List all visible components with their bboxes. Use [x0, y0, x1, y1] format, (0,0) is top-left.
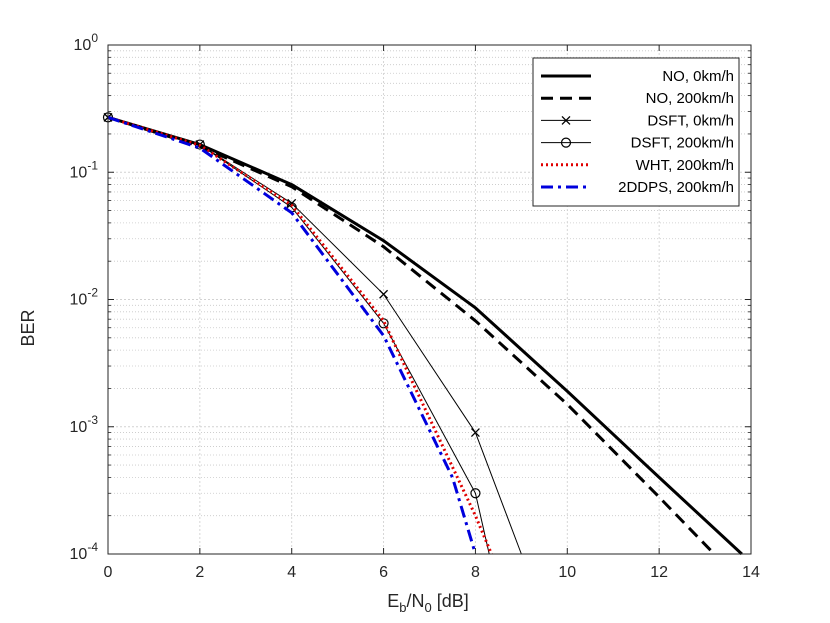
- tick-marks: [107, 44, 752, 555]
- series-line: [107, 115, 493, 555]
- legend-entry: DSFT, 0km/h: [541, 112, 734, 129]
- y-tick-label: 10-2: [70, 286, 99, 309]
- x-tick-label: 8: [471, 564, 480, 581]
- y-tick-labels: 100 10-1 10-2 10-3 10-4: [70, 31, 99, 563]
- legend-entry: DSFT, 200km/h: [541, 135, 734, 152]
- marker-stroke: [470, 428, 480, 438]
- x-tick-label: 2: [195, 564, 204, 581]
- legend-label: DSFT, 200km/h: [631, 135, 734, 152]
- series-2ddps-200km-h: [107, 115, 477, 555]
- series-layer: [102, 112, 743, 556]
- x-tick-label: 14: [742, 564, 760, 581]
- legend-marker: [561, 115, 571, 125]
- x-tick-label: 4: [287, 564, 296, 581]
- legend-entry: NO, 200km/h: [541, 90, 734, 107]
- minor-grid: [108, 50, 751, 517]
- y-tick-label: 100: [74, 31, 99, 54]
- legend-marker: [560, 137, 572, 148]
- legend-box: [532, 57, 740, 207]
- data-point: [470, 428, 480, 438]
- legend-label: WHT, 200km/h: [636, 157, 734, 174]
- x-tick-label: 12: [650, 564, 668, 581]
- y-tick-label: 10-4: [70, 540, 99, 563]
- series-line: [107, 115, 716, 556]
- x-tick-label: 10: [558, 564, 576, 581]
- x-tick-label: 6: [379, 564, 388, 581]
- marker-stroke: [379, 289, 389, 299]
- legend-entry: 2DDPS, 200km/h: [541, 179, 734, 196]
- data-point: [379, 289, 389, 299]
- legend-label: 2DDPS, 200km/h: [618, 179, 734, 196]
- series-line: [107, 115, 743, 556]
- data-point: [470, 488, 481, 499]
- y-tick-label: 10-3: [70, 413, 99, 436]
- legend-label: NO, 200km/h: [646, 90, 734, 107]
- legend-entry: NO, 0km/h: [541, 68, 734, 85]
- legend-label: DSFT, 0km/h: [647, 112, 734, 129]
- series-wht-200km-h: [107, 115, 493, 555]
- x-axis-label: Eb/N0 [dB]: [387, 591, 469, 615]
- y-tick-label: 10-1: [70, 158, 99, 181]
- series-no-0km-h: [107, 115, 743, 556]
- x-tick-labels: 0 2 4 6 8 10 12 14: [104, 564, 760, 581]
- series-line: [107, 115, 477, 555]
- legend: NO, 0km/h NO, 200km/h DSFT, 0km/h DSFT, 200…: [532, 57, 740, 207]
- series-no-200km-h: [107, 115, 716, 556]
- marker-stroke: [561, 115, 571, 125]
- legend-entry: WHT, 200km/h: [541, 157, 734, 174]
- x-tick-label: 0: [104, 564, 113, 581]
- y-axis-label: BER: [18, 309, 38, 346]
- legend-label: NO, 0km/h: [662, 68, 734, 85]
